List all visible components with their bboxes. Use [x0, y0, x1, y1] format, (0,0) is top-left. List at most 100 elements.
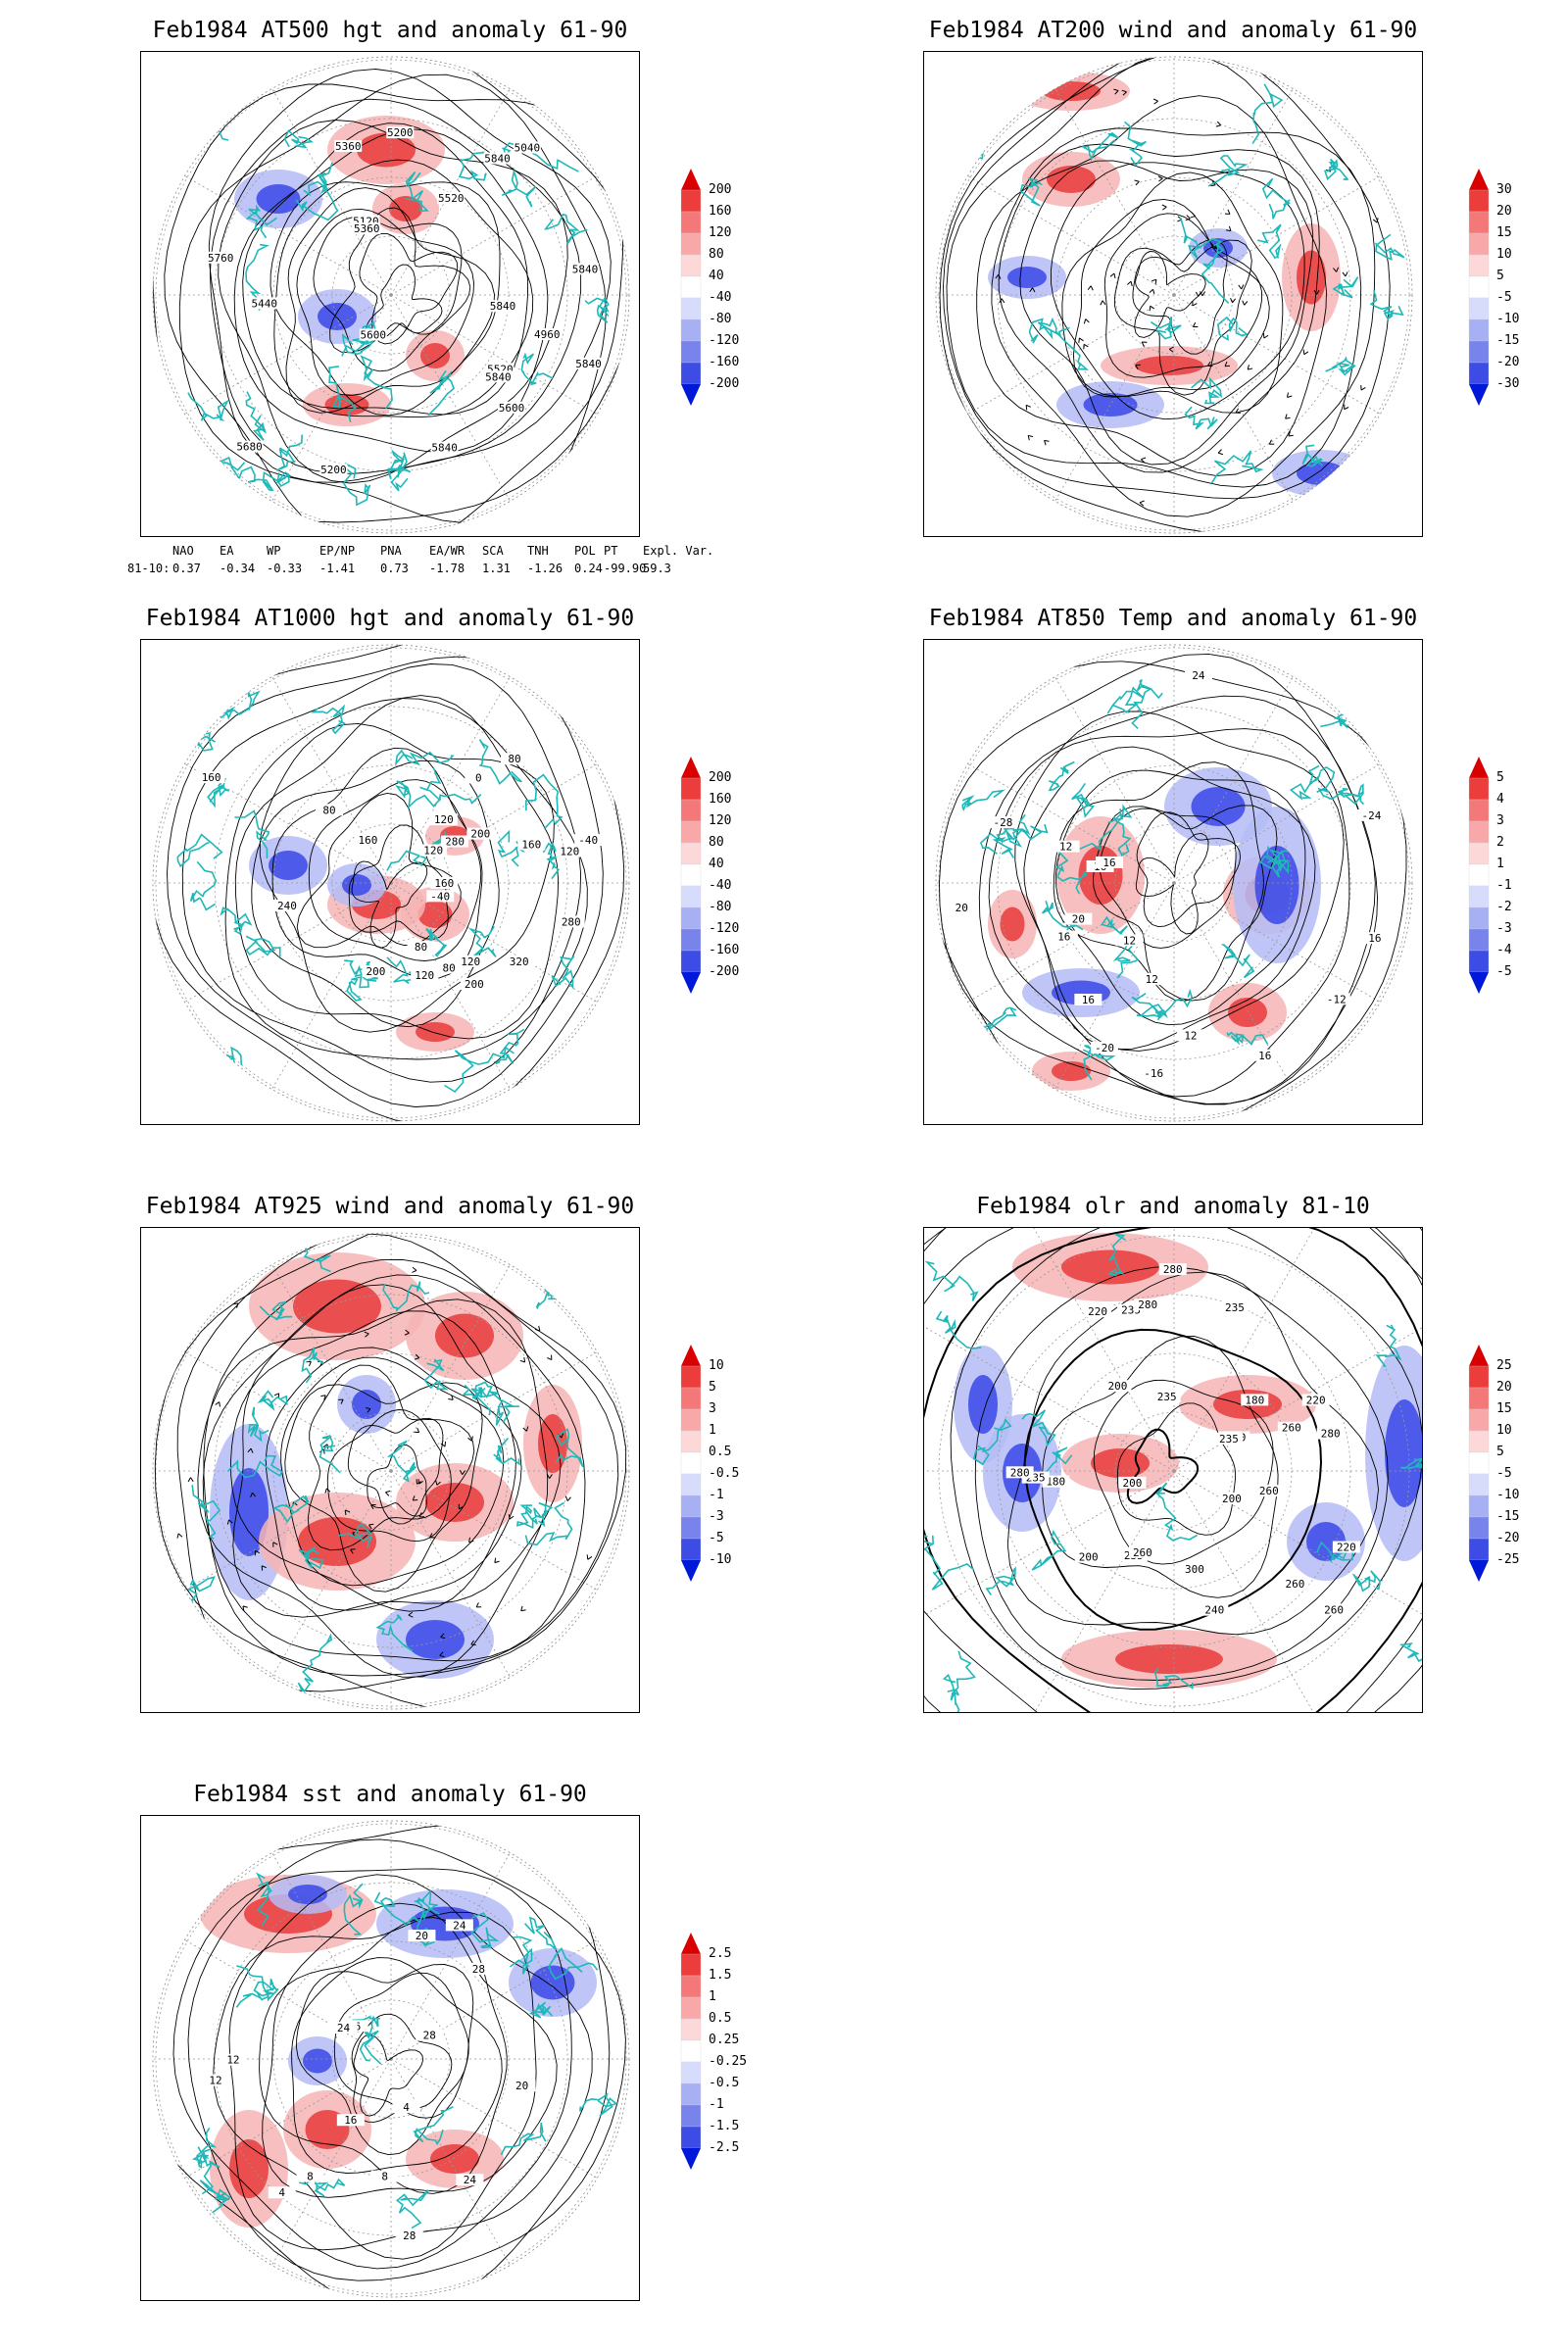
colorbar-segment — [680, 842, 702, 865]
colorbar-segment — [680, 2126, 702, 2149]
contour-line — [1023, 746, 1316, 1051]
coastline — [500, 2122, 547, 2156]
streamline-arrow — [468, 1537, 474, 1544]
coastline — [427, 369, 455, 416]
streamline-arrow — [242, 1605, 248, 1611]
coastline — [551, 955, 575, 990]
map-boundary — [935, 644, 1413, 1122]
streamline-arrow — [508, 1514, 514, 1520]
colorbar-segment — [680, 189, 702, 213]
colorbar-segment — [680, 211, 702, 234]
coastline — [1207, 155, 1249, 187]
anomaly-core — [389, 196, 422, 221]
contour-label-bg — [1158, 1263, 1187, 1276]
coastline — [1220, 944, 1255, 979]
meridian-line — [390, 1852, 511, 2060]
colorbar-segment — [1468, 777, 1490, 801]
colorbar-tick-label: 1.5 — [709, 1968, 732, 1983]
streamline-arrow — [458, 1503, 465, 1510]
colorbar-segment — [1468, 820, 1490, 844]
panel-title: Feb1984 AT1000 hgt and anomaly 61-90 — [145, 606, 635, 631]
contour-label: 280 — [562, 915, 581, 928]
contour-line — [1014, 710, 1345, 1052]
contour-line — [359, 232, 459, 345]
contour-label: 240 — [1204, 1604, 1224, 1617]
coastline — [1112, 808, 1132, 857]
streamline-arrow — [999, 298, 1005, 304]
contour-label: 20 — [416, 1930, 428, 1942]
coastline — [524, 1916, 558, 1951]
contour-label: 5760 — [208, 252, 234, 265]
streamline-arrow — [1190, 212, 1197, 219]
contour-label-bg — [465, 771, 493, 784]
contour-label: 5040 — [514, 141, 541, 154]
anomaly-core — [318, 303, 357, 330]
colorbar-segment — [1468, 863, 1490, 887]
contour-label-bg — [272, 899, 301, 911]
coastline — [579, 2092, 618, 2117]
coastline — [283, 129, 315, 149]
colorbar-segment — [1468, 211, 1490, 234]
streamline-arrow — [1100, 300, 1106, 306]
contour-label: 16 — [1102, 857, 1115, 869]
contour-line — [329, 207, 471, 354]
colorbar-segment — [1468, 1408, 1490, 1432]
meridian-line — [390, 882, 598, 1003]
contour-label: 28 — [423, 2030, 436, 2042]
coastline — [525, 1502, 554, 1528]
contour-label-bg — [435, 961, 464, 974]
coastline — [1200, 243, 1230, 304]
colorbar-segment — [1468, 842, 1490, 865]
coastline — [272, 1494, 310, 1524]
contour-label: 12 — [1184, 1029, 1197, 1042]
contour-label-bg — [441, 835, 469, 848]
coastline — [1043, 1446, 1073, 1479]
contour-label: 20 — [515, 2080, 528, 2092]
contour-label-bg — [505, 956, 533, 968]
coastline — [1150, 316, 1182, 340]
colorbar-tick-label: 1 — [709, 1989, 716, 2004]
anomaly-core — [256, 184, 301, 214]
contour-line — [1134, 251, 1206, 338]
coastline — [341, 333, 375, 357]
contour-label-bg — [296, 2170, 324, 2182]
coastline — [191, 2127, 218, 2170]
coastline — [186, 1576, 216, 1613]
streamline-arrow — [1225, 225, 1232, 232]
contour-label-bg — [497, 401, 525, 414]
contour-label: 235 — [1219, 1433, 1239, 1446]
streamline-arrow — [1109, 272, 1116, 279]
contour-label: 160 — [359, 834, 378, 847]
colorbar-tick-label: -15 — [1496, 1509, 1520, 1524]
colorbar-cap-bottom — [681, 384, 701, 406]
meridian-line — [1173, 763, 1381, 884]
index-value-0: 0.37 — [172, 562, 201, 575]
contour-label-bg — [359, 328, 387, 341]
colorbar-tick-label: 40 — [709, 857, 724, 871]
streamline-arrow — [1200, 291, 1206, 297]
anomaly-core — [288, 1885, 327, 1904]
contour-line — [291, 1957, 503, 2174]
colorbar-svg — [680, 1345, 702, 1582]
contour-line — [326, 1409, 452, 1543]
coastline — [176, 833, 223, 868]
contour-label-bg — [370, 2170, 399, 2182]
coastline — [382, 1281, 430, 1312]
colorbar-tick-label: -200 — [709, 964, 740, 979]
colorbar-svg — [680, 169, 702, 406]
streamline-arrow — [414, 1427, 420, 1434]
colorbar-tick-label: 120 — [709, 813, 732, 828]
coastline — [582, 1886, 607, 1927]
index-value-7: -1.26 — [527, 562, 564, 575]
meridian-line — [271, 676, 392, 884]
contour-label: 8 — [381, 2171, 388, 2183]
contour-label: 80 — [322, 804, 335, 816]
meridian-line — [390, 294, 511, 502]
colorbar-segment — [1468, 799, 1490, 822]
contour-label: 80 — [443, 962, 456, 975]
meridian-line — [184, 1470, 392, 1591]
streamline-arrow — [520, 1605, 526, 1612]
coastline — [220, 690, 261, 720]
map-svg: 5840584058405600536052005120520050404960… — [152, 56, 630, 534]
contour-line — [232, 1284, 562, 1618]
